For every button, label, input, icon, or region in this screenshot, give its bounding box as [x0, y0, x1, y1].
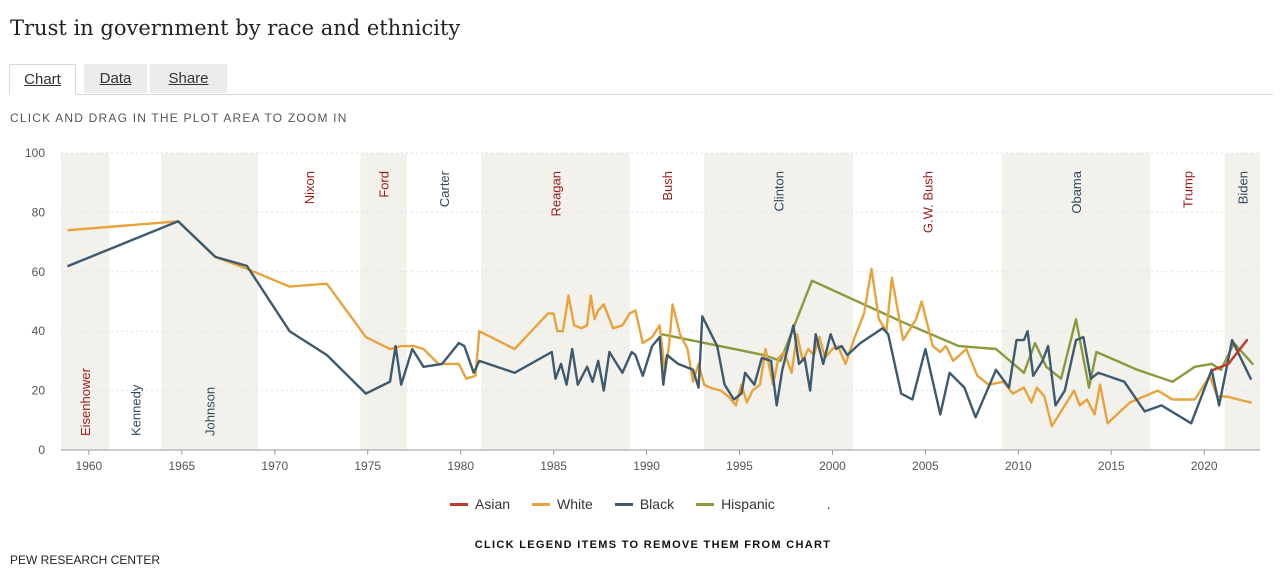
- legend-item-black[interactable]: Black: [614, 496, 675, 512]
- tab-data-label: Data: [99, 70, 132, 87]
- chart-title: Trust in government by race and ethnicit…: [10, 16, 461, 40]
- source-credit: PEW RESEARCH CENTER: [10, 553, 161, 567]
- president-band-ford: [360, 153, 407, 450]
- tab-share[interactable]: Share: [150, 64, 227, 93]
- legend-label-hispanic: Hispanic: [721, 496, 775, 512]
- y-tick-label-40: 40: [32, 324, 46, 338]
- series-line-white[interactable]: [67, 220, 1252, 428]
- y-tick-label-20: 20: [32, 384, 46, 398]
- president-label-ford: Ford: [377, 171, 392, 198]
- president-label-johnson: Johnson: [203, 387, 218, 436]
- y-tick-label-80: 80: [32, 205, 46, 219]
- x-tick-label-2015: 2015: [1098, 459, 1125, 473]
- president-label-nixon: Nixon: [302, 171, 317, 204]
- y-tick-label-60: 60: [32, 265, 46, 279]
- president-label-trump: Trump: [1181, 171, 1196, 208]
- chart-plot[interactable]: 0 20 40 60 80 100 1960 1965 1970 1975 1980 1985 1990…: [0, 140, 1280, 480]
- x-tick-label-2000: 2000: [819, 459, 846, 473]
- x-tick-label-1975: 1975: [354, 459, 381, 473]
- x-tick-label-1965: 1965: [168, 459, 195, 473]
- president-label-g-w-bush: G.W. Bush: [920, 171, 935, 233]
- legend: Asian White Black Hispanic .: [450, 494, 831, 514]
- tab-chart-label: Chart: [24, 71, 61, 88]
- x-tick-label-1995: 1995: [726, 459, 753, 473]
- tab-share-label: Share: [168, 70, 209, 87]
- legend-label-black: Black: [639, 496, 675, 512]
- president-label-obama: Obama: [1069, 170, 1084, 213]
- president-band-obama: [1001, 153, 1151, 450]
- tab-bar: Chart Data Share: [9, 64, 1273, 95]
- x-tick-label-1990: 1990: [633, 459, 660, 473]
- tab-chart[interactable]: Chart: [9, 64, 76, 95]
- president-label-biden: Biden: [1235, 171, 1250, 204]
- president-band-johnson: [161, 153, 259, 450]
- x-tick-label-1960: 1960: [76, 459, 103, 473]
- president-band-eisenhower: [61, 153, 110, 450]
- x-tick-label-2010: 2010: [1005, 459, 1032, 473]
- legend-label-white: White: [557, 496, 593, 512]
- legend-item-asian[interactable]: Asian: [450, 496, 510, 512]
- legend-swatch-white: [532, 502, 551, 506]
- president-label-eisenhower: Eisenhower: [78, 367, 93, 436]
- president-label-clinton: Clinton: [772, 171, 787, 211]
- president-band-reagan: [481, 153, 630, 450]
- president-label-bush: Bush: [660, 171, 675, 201]
- legend-extra-dot: .: [826, 496, 831, 512]
- x-tick-label-1980: 1980: [447, 459, 474, 473]
- series-line-asian[interactable]: [1212, 338, 1249, 371]
- legend-swatch-hispanic: [696, 502, 715, 506]
- tab-data[interactable]: Data: [84, 64, 147, 93]
- president-label-reagan: Reagan: [548, 171, 563, 217]
- legend-label-asian: Asian: [475, 496, 511, 512]
- legend-note: CLICK LEGEND ITEMS TO REMOVE THEM FROM C…: [474, 539, 832, 551]
- president-label-kennedy: Kennedy: [128, 384, 143, 436]
- x-tick-label-1985: 1985: [540, 459, 567, 473]
- zoom-hint: CLICK AND DRAG IN THE PLOT AREA TO ZOOM …: [10, 111, 348, 125]
- legend-swatch-black: [614, 502, 633, 506]
- president-label-carter: Carter: [437, 170, 452, 207]
- x-tick-label-2020: 2020: [1191, 459, 1218, 473]
- series-line-hispanic[interactable]: [660, 279, 1254, 389]
- legend-item-white[interactable]: White: [532, 496, 593, 512]
- legend-item-hispanic[interactable]: Hispanic: [696, 496, 775, 512]
- x-tick-label-1970: 1970: [261, 459, 288, 473]
- x-tick-label-2005: 2005: [912, 459, 939, 473]
- y-tick-label-100: 100: [25, 146, 45, 160]
- y-tick-label-0: 0: [38, 443, 45, 457]
- legend-swatch-asian: [450, 502, 468, 506]
- series-line-black[interactable]: [67, 220, 1252, 425]
